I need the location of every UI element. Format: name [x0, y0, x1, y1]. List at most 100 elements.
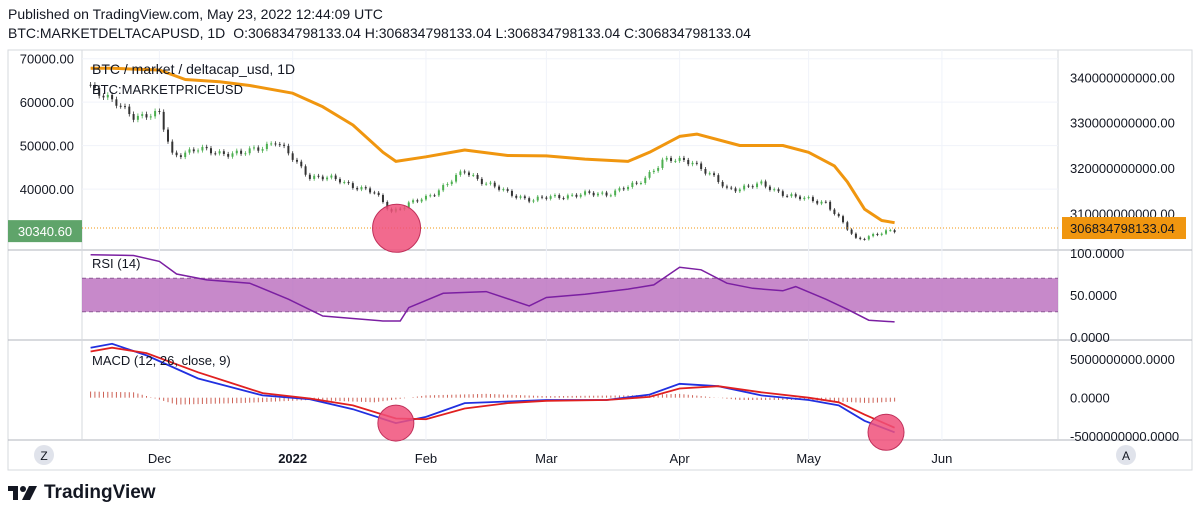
- candle-body: [313, 175, 316, 179]
- candle: [283, 142, 286, 149]
- candle-body: [420, 199, 423, 202]
- candle-body: [730, 187, 733, 189]
- candle: [412, 198, 415, 205]
- candle-body: [115, 99, 118, 106]
- candle-body: [145, 114, 148, 118]
- candle-body: [768, 186, 771, 190]
- candle-body: [713, 173, 716, 176]
- candle: [244, 151, 247, 156]
- candle-body: [252, 147, 255, 149]
- candle-body: [764, 181, 767, 187]
- candle: [231, 151, 234, 159]
- candle-body: [209, 148, 212, 154]
- candle: [605, 190, 608, 198]
- candle: [519, 194, 522, 200]
- candle: [480, 177, 483, 186]
- candle: [532, 198, 535, 204]
- tradingview-brand[interactable]: TradingView: [8, 482, 156, 504]
- candle: [106, 92, 109, 101]
- candle-body: [609, 195, 612, 197]
- candle-body: [485, 183, 488, 185]
- candle: [476, 173, 479, 181]
- candle-body: [493, 182, 496, 187]
- candle: [145, 111, 148, 120]
- candle: [158, 108, 161, 115]
- candle: [420, 197, 423, 204]
- candle: [786, 194, 789, 198]
- candle: [523, 194, 526, 200]
- candle: [218, 149, 221, 156]
- candle-body: [407, 202, 410, 208]
- candle-body: [863, 238, 866, 240]
- zoom-left-button[interactable]: Z: [34, 445, 54, 465]
- candle-body: [437, 190, 440, 196]
- candle-body: [756, 183, 759, 188]
- candle-body: [214, 153, 217, 155]
- chart-area[interactable]: BTC / market / deltacap_usd, 1D BTC:MARKE…: [0, 0, 1200, 480]
- candle: [446, 182, 449, 187]
- candle: [467, 170, 470, 178]
- candle-body: [381, 195, 384, 202]
- grid-lines: [82, 50, 1058, 440]
- candle: [717, 173, 720, 184]
- candle: [596, 191, 599, 198]
- candle-body: [837, 213, 840, 217]
- candle-body: [674, 160, 677, 162]
- candle: [515, 194, 518, 200]
- candle-body: [880, 233, 883, 235]
- auto-scale-button[interactable]: A: [1116, 445, 1136, 465]
- macd-axis-tick: 5000000000.0000: [1070, 352, 1175, 367]
- candle-body: [231, 153, 234, 157]
- candle: [876, 232, 879, 237]
- candle-body: [248, 148, 251, 154]
- candle: [846, 220, 849, 231]
- candle: [889, 228, 892, 232]
- candle-body: [274, 143, 277, 145]
- candle: [721, 180, 724, 189]
- candle-body: [111, 94, 114, 100]
- candle: [209, 146, 212, 156]
- rsi-pane[interactable]: RSI (14): [82, 253, 1058, 323]
- main-legend-title: BTC / market / deltacap_usd, 1D: [92, 61, 295, 77]
- candle: [510, 189, 513, 198]
- candle: [424, 194, 427, 202]
- time-axis[interactable]: Dec 2022 Feb Mar Apr May Jun Z A: [34, 445, 1136, 466]
- candle: [622, 186, 625, 192]
- candle: [833, 208, 836, 216]
- candle-body: [575, 194, 578, 197]
- candle: [154, 108, 157, 119]
- candle: [300, 159, 303, 169]
- candle-body: [614, 190, 617, 196]
- candle: [631, 180, 634, 189]
- candle-body: [102, 95, 105, 98]
- tradingview-logo-icon: [8, 486, 37, 500]
- candle-body: [265, 143, 268, 150]
- candle-body: [429, 195, 432, 197]
- candle-body: [197, 150, 200, 152]
- candle-body: [98, 87, 101, 96]
- left-price-tag: 30340.60: [8, 220, 82, 243]
- candle-body: [695, 162, 698, 164]
- candle: [579, 193, 582, 199]
- candle: [498, 184, 501, 192]
- candle-body: [631, 182, 634, 187]
- candle-body: [433, 195, 436, 197]
- candle-body: [889, 230, 892, 232]
- candle: [369, 186, 372, 195]
- candle-body: [824, 201, 827, 203]
- candle-body: [446, 184, 449, 186]
- candle-body: [304, 166, 307, 175]
- candle: [459, 169, 462, 177]
- auto-scale-button-bg: [1116, 445, 1136, 465]
- candle: [691, 160, 694, 167]
- main-pane[interactable]: BTC / market / deltacap_usd, 1D BTC:MARKE…: [82, 61, 1058, 253]
- candle-body: [794, 194, 797, 197]
- candle-body: [351, 183, 354, 188]
- time-axis-tick: Mar: [535, 451, 558, 466]
- candle-body: [725, 186, 728, 188]
- candle-body: [618, 188, 621, 191]
- deltacap-line: [90, 66, 895, 225]
- candle-body: [467, 172, 470, 176]
- macd-pane[interactable]: MACD (12, 26, close, 9): [90, 342, 905, 451]
- time-axis-tick: Feb: [415, 451, 437, 466]
